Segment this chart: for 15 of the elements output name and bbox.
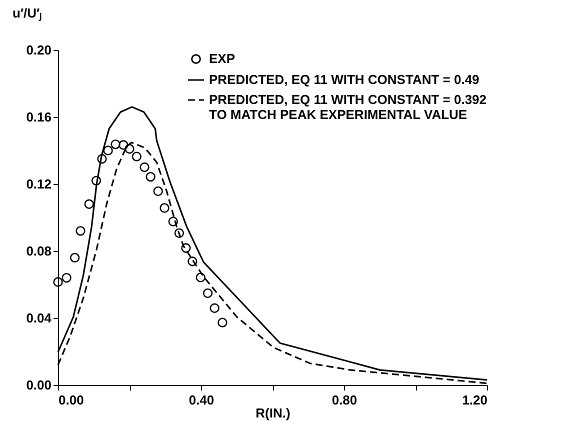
y-tick-label: 0.16 bbox=[26, 110, 52, 124]
x-axis-title: R(IN.) bbox=[256, 406, 290, 420]
legend-label: EXP bbox=[209, 51, 236, 66]
x-tick-label: 0.80 bbox=[332, 392, 358, 408]
y-tick-label: 0.20 bbox=[26, 42, 52, 58]
y-tick-label: 0.00 bbox=[26, 378, 52, 392]
y-tick-label: 0.08 bbox=[26, 244, 52, 258]
legend-label: PREDICTED, EQ 11 WITH CONSTANT = 0.49 bbox=[209, 72, 480, 87]
x-tick-label: 1.20 bbox=[462, 392, 488, 408]
y-tick-label: 0.12 bbox=[26, 176, 52, 192]
y-tick-label: 0.04 bbox=[26, 310, 52, 326]
legend-label: PREDICTED, EQ 11 WITH CONSTANT = 0.392 TO MATCH PEAK EXPERIMENTAL VALUE bbox=[209, 92, 487, 122]
x-tick-label: 0.00 bbox=[58, 392, 84, 408]
y-axis-title: u′/U′ⱼ bbox=[12, 6, 42, 22]
x-tick-label: 0.40 bbox=[188, 392, 214, 408]
